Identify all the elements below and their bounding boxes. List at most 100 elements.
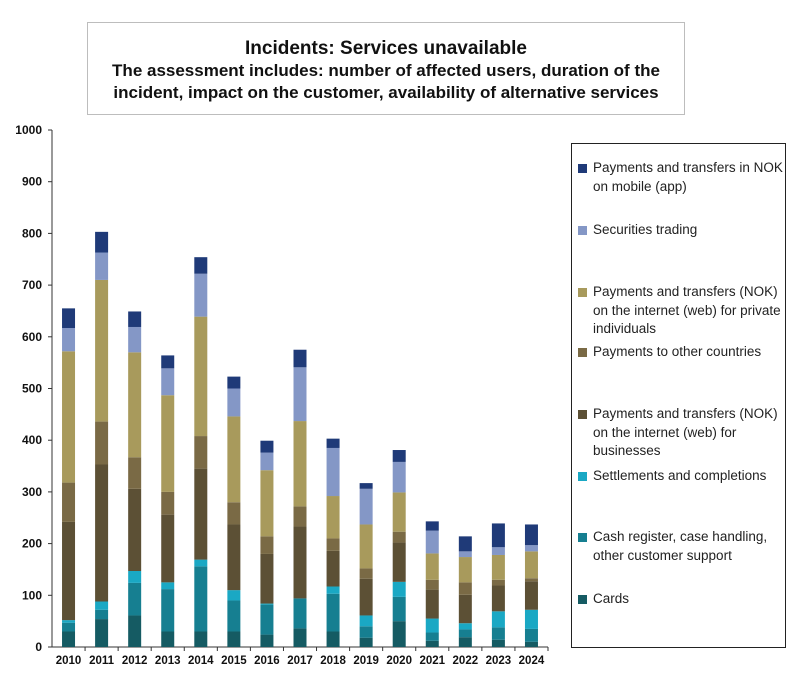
bar-segment-payments-and-transfers-in-nok-on-mobile-app--2019 [359,483,373,489]
bar-segment-cards-2020 [392,621,406,647]
bar-segment-settlements-and-completions-2023 [491,611,505,628]
y-tick-label: 200 [22,537,42,551]
bar-segment-payments-and-transfers-in-nok-on-mobile-app--2024 [524,524,538,546]
y-tick-label: 0 [35,640,42,654]
legend-label: Payments to other countries [593,344,762,359]
bar-segment-payments-and-transfers-in-nok-on-mobile-app--2010 [62,308,76,329]
bar-segment-cash-register-case-handling-other-customer-support-2016 [260,604,274,635]
legend-item: Cash register, case handling, other cust… [578,528,783,565]
bar-segment-cards-2014 [194,631,208,647]
bar-segment-settlements-and-completions-2022 [458,623,472,630]
bar-segment-payments-and-transfers-nok-on-the-internet-web-for-private-individuals-2016 [260,470,274,537]
bar-segment-securities-trading-2018 [326,447,340,497]
bar-segment-payments-to-other-countries-2012 [128,457,142,489]
bar-segment-cash-register-case-handling-other-customer-support-2011 [95,609,109,620]
bar-segment-settlements-and-completions-2021 [425,618,439,633]
bar-segment-payments-and-transfers-nok-on-the-internet-web-for-private-individuals-2021 [425,553,439,580]
x-tick-label: 2010 [56,655,82,667]
bar-segment-payments-to-other-countries-2014 [194,436,208,469]
legend-label: Settlements and completions [593,468,767,483]
bar-segment-securities-trading-2013 [161,368,175,396]
legend-label: Cards [593,591,630,606]
y-tick-label: 100 [22,588,42,602]
bar-segment-cash-register-case-handling-other-customer-support-2018 [326,593,340,632]
bar-segment-cards-2022 [458,637,472,647]
bar-segment-payments-and-transfers-nok-on-the-internet-web-for-private-individuals-2014 [194,316,208,437]
bar-segment-settlements-and-completions-2016 [260,603,274,605]
legend-swatch [578,595,587,604]
legend-item: Payments to other countries [578,343,783,362]
y-tick-label: 900 [22,175,42,189]
legend-item: Payments and transfers (NOK) on the inte… [578,405,783,461]
bar-segment-cash-register-case-handling-other-customer-support-2022 [458,629,472,638]
bar-segment-settlements-and-completions-2014 [194,559,208,567]
bar-segment-payments-and-transfers-nok-on-the-internet-web-for-private-individuals-2012 [128,352,142,458]
bar-segment-payments-to-other-countries-2019 [359,568,373,579]
bar-segment-securities-trading-2014 [194,273,208,317]
x-tick-label: 2023 [486,655,512,667]
bar-segment-payments-and-transfers-nok-on-the-internet-web-for-businesses-2017 [293,526,307,599]
y-tick-label: 1000 [15,123,42,137]
bar-segment-payments-and-transfers-nok-on-the-internet-web-for-private-individuals-2010 [62,351,76,483]
y-tick-label: 600 [22,330,42,344]
bar-segment-cards-2021 [425,640,439,647]
legend-swatch [578,288,587,297]
bar-segment-payments-and-transfers-in-nok-on-mobile-app--2014 [194,257,208,274]
legend-item: Payments and transfers (NOK) on the inte… [578,283,783,339]
bar-segment-settlements-and-completions-2011 [95,601,109,610]
bar-segment-payments-and-transfers-in-nok-on-mobile-app--2013 [161,355,175,369]
x-tick-label: 2018 [320,655,346,667]
bar-segment-settlements-and-completions-2018 [326,586,340,594]
bar-segment-payments-and-transfers-nok-on-the-internet-web-for-private-individuals-2011 [95,279,109,422]
x-tick-label: 2020 [386,655,412,667]
legend-label: Payments and transfers (NOK) on the inte… [593,284,781,336]
bar-segment-payments-and-transfers-nok-on-the-internet-web-for-private-individuals-2013 [161,395,175,492]
bar-segment-cards-2012 [128,615,142,647]
legend-item: Securities trading [578,221,783,240]
bar-segment-cards-2019 [359,637,373,647]
bar-segment-payments-and-transfers-nok-on-the-internet-web-for-private-individuals-2023 [491,554,505,580]
bar-segment-settlements-and-completions-2013 [161,582,175,590]
legend-swatch [578,226,587,235]
legend-item: Settlements and completions [578,467,783,486]
bar-segment-payments-and-transfers-nok-on-the-internet-web-for-businesses-2018 [326,550,340,587]
x-tick-label: 2013 [155,655,181,667]
bar-segment-cards-2016 [260,634,274,647]
bar-segment-payments-and-transfers-nok-on-the-internet-web-for-private-individuals-2015 [227,416,241,503]
bar-segment-payments-and-transfers-nok-on-the-internet-web-for-businesses-2015 [227,524,241,591]
bar-segment-payments-to-other-countries-2022 [458,582,472,595]
legend-label: Securities trading [593,222,698,237]
bar-segment-payments-and-transfers-nok-on-the-internet-web-for-businesses-2013 [161,514,175,583]
bar-segment-payments-to-other-countries-2018 [326,538,340,551]
bar-segment-payments-and-transfers-in-nok-on-mobile-app--2020 [392,450,406,462]
bar-segment-payments-and-transfers-in-nok-on-mobile-app--2016 [260,440,274,453]
bar-segment-payments-and-transfers-nok-on-the-internet-web-for-private-individuals-2020 [392,492,406,532]
x-tick-label: 2012 [122,655,148,667]
y-tick-label: 500 [22,382,42,396]
legend-label: Payments and transfers (NOK) on the inte… [593,406,778,458]
chart-title-box: Incidents: Services unavailable The asse… [87,22,685,115]
bar-segment-payments-and-transfers-in-nok-on-mobile-app--2018 [326,438,340,448]
bar-segment-cards-2024 [524,641,538,647]
bar-segment-settlements-and-completions-2015 [227,590,241,601]
bar-segment-payments-and-transfers-nok-on-the-internet-web-for-businesses-2016 [260,553,274,604]
x-tick-label: 2021 [419,655,445,667]
bar-segment-cards-2011 [95,619,109,647]
bar-segment-cards-2017 [293,628,307,647]
legend-swatch [578,410,587,419]
y-tick-label: 800 [22,226,42,240]
bar-segment-payments-and-transfers-in-nok-on-mobile-app--2017 [293,349,307,368]
legend-label: Cash register, case handling, other cust… [593,529,768,563]
x-tick-label: 2015 [221,655,247,667]
legend-label: Payments and transfers in NOK on mobile … [593,160,783,194]
bar-segment-payments-to-other-countries-2020 [392,531,406,543]
bar-segment-payments-and-transfers-nok-on-the-internet-web-for-private-individuals-2018 [326,496,340,539]
chart-subtitle: The assessment includes: number of affec… [112,61,660,102]
bar-segment-settlements-and-completions-2010 [62,620,76,623]
y-tick-label: 300 [22,485,42,499]
bar-segment-payments-to-other-countries-2013 [161,491,175,515]
bar-segment-payments-and-transfers-nok-on-the-internet-web-for-businesses-2012 [128,488,142,572]
legend-swatch [578,164,587,173]
bar-segment-payments-to-other-countries-2017 [293,506,307,527]
